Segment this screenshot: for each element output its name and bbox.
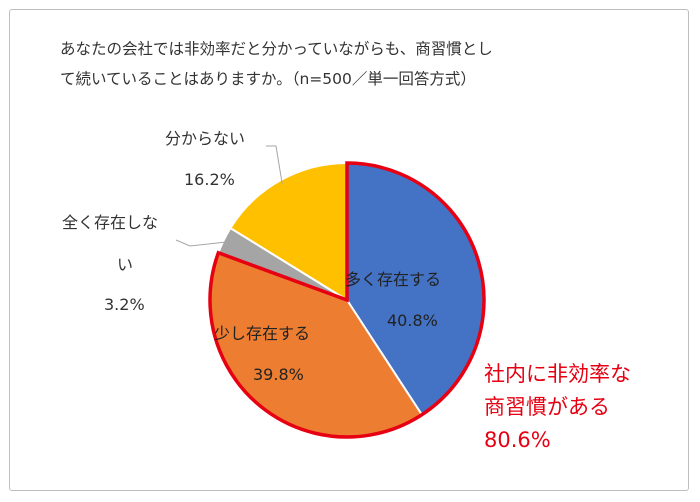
slice-label-none-line1: 全く存在しな — [62, 213, 158, 232]
slice-label-some: 少し存在する — [214, 324, 310, 343]
highlight-outline — [208, 161, 486, 439]
title-line-2: て続いていることはありますか。（n=500／単一回答方式） — [60, 70, 476, 88]
slice-value-many: 40.8% — [387, 311, 438, 330]
callout-line-1: 社内に非効率な — [484, 362, 631, 386]
slice-label-unknown: 分からない — [165, 129, 245, 148]
chart-title: あなたの会社では非効率だと分かっていながらも、商習慣とし て続いていることはあり… — [60, 34, 650, 94]
callout-summary: 社内に非効率な 商習慣がある 80.6% — [484, 358, 631, 457]
slice-unknown — [229, 161, 348, 302]
leader-line-unknown — [266, 145, 283, 184]
slice-value-none: 3.2% — [104, 295, 145, 314]
callout-line-3: 80.6% — [484, 428, 551, 452]
slice-value-unknown: 16.2% — [184, 170, 235, 189]
slice-label-none-line2: い — [117, 255, 133, 274]
slice-value-some: 39.8% — [253, 365, 304, 384]
callout-line-2: 商習慣がある — [484, 395, 610, 419]
title-line-1: あなたの会社では非効率だと分かっていながらも、商習慣とし — [60, 40, 493, 58]
leader-lines — [175, 145, 283, 247]
leader-line-none — [175, 239, 228, 247]
slice-label-many: 多く存在する — [345, 270, 441, 289]
